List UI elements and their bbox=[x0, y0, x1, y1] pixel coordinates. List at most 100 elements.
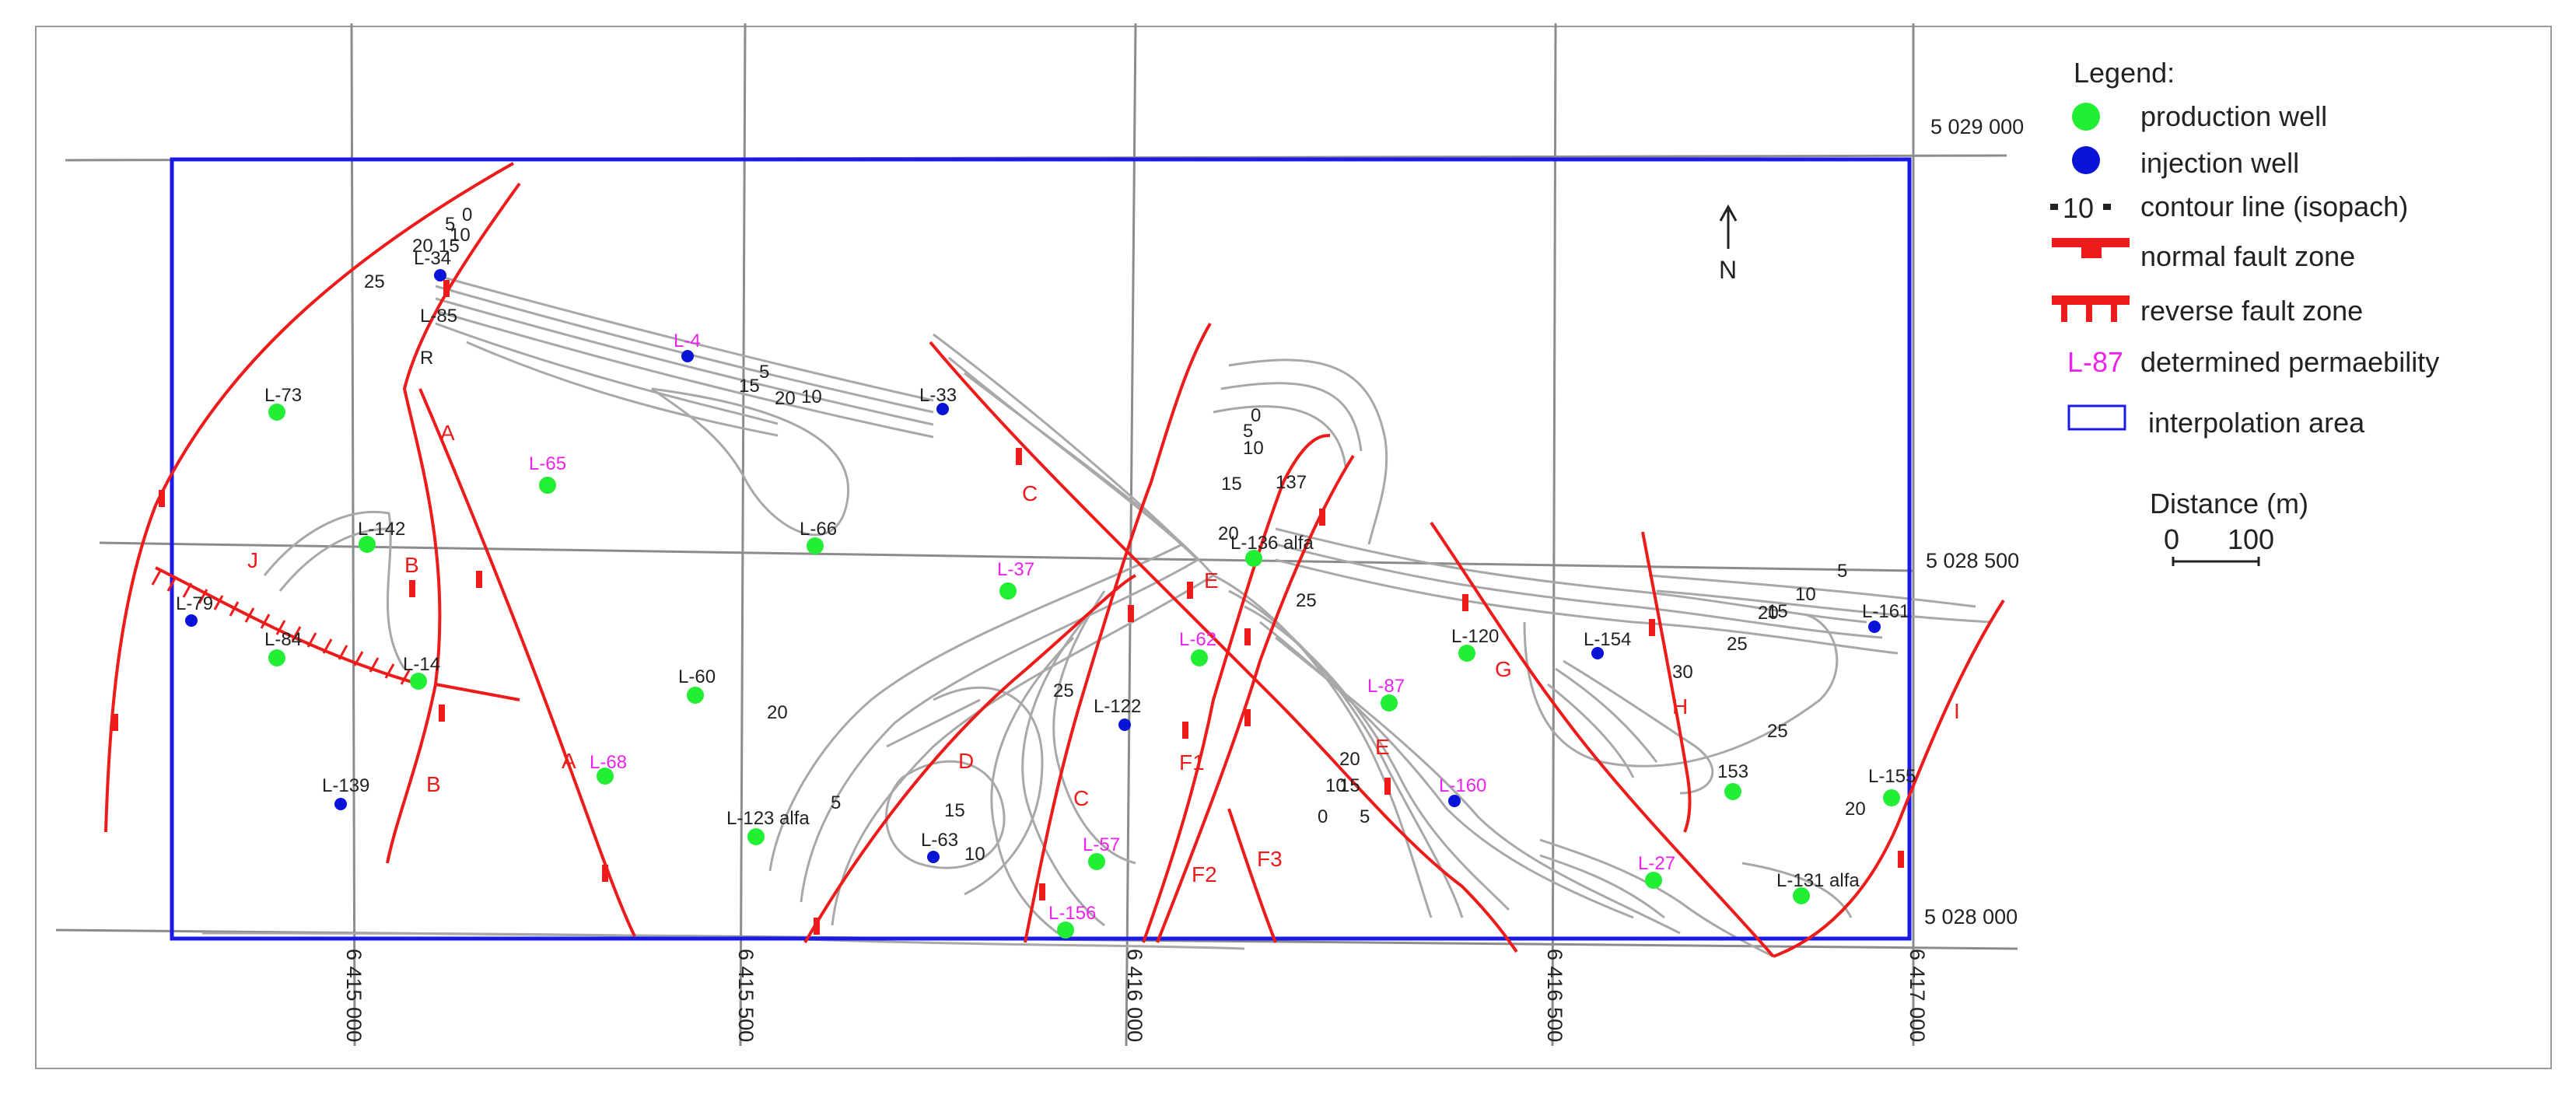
contour-line bbox=[1656, 589, 1992, 624]
well-label: L-154 bbox=[1584, 629, 1631, 650]
contour-label: 20 bbox=[1845, 799, 1866, 820]
contour-line bbox=[1563, 659, 1714, 795]
contour-line bbox=[435, 274, 934, 402]
production-well-marker bbox=[747, 828, 765, 845]
well-label: L-122 bbox=[1094, 696, 1141, 717]
production-well-marker bbox=[1381, 694, 1398, 712]
grid-line-x bbox=[1551, 23, 1557, 1047]
well-label: L-142 bbox=[358, 519, 405, 540]
contour-line bbox=[1213, 405, 1347, 467]
fault-lines bbox=[104, 162, 2005, 958]
fault-tooth bbox=[151, 570, 162, 586]
contour-line bbox=[1275, 527, 1867, 624]
contour-line bbox=[1648, 574, 1976, 608]
injection-well-marker bbox=[927, 851, 940, 863]
fault-tick bbox=[814, 918, 820, 935]
fault-tick bbox=[1649, 619, 1655, 636]
contour-label: 25 bbox=[1727, 634, 1748, 655]
contour-label: 0 bbox=[1318, 806, 1328, 827]
legend-fault-tooth bbox=[2086, 305, 2092, 322]
contour-line bbox=[1228, 358, 1388, 545]
contour-line bbox=[435, 322, 779, 425]
production-well-marker bbox=[1191, 649, 1208, 666]
fault-tooth bbox=[213, 595, 224, 610]
well-label: L-66 bbox=[800, 519, 837, 540]
well-label: L-84 bbox=[264, 629, 302, 650]
well-l-85: L-85 bbox=[420, 306, 457, 327]
well-l-142: L-142 bbox=[358, 519, 405, 553]
well-l-155: L-155 bbox=[1868, 766, 1916, 806]
contour-label: R bbox=[420, 348, 433, 369]
well-l-123-alfa: L-123 alfa bbox=[726, 808, 810, 845]
contour-label: 5 bbox=[759, 362, 769, 383]
fault-label: I bbox=[1954, 699, 1960, 723]
fault-tick bbox=[1319, 509, 1325, 526]
contour-line bbox=[831, 372, 1216, 926]
well-l-14: L-14 bbox=[403, 654, 440, 690]
contour-line bbox=[435, 309, 934, 439]
fault-tooth bbox=[275, 620, 286, 635]
contour-label: 15 bbox=[739, 376, 760, 397]
fault-line bbox=[1641, 531, 1692, 833]
fault-label: F1 bbox=[1179, 750, 1205, 775]
injection-well-marker bbox=[334, 798, 347, 810]
legend-normal-fault-symbol bbox=[2052, 238, 2130, 258]
contour-label: 0 bbox=[462, 205, 472, 226]
well-label: L-156 bbox=[1048, 903, 1096, 924]
production-well-marker bbox=[268, 649, 285, 666]
contour-line bbox=[1052, 590, 1136, 865]
fault-label: G bbox=[1495, 657, 1512, 681]
grid-line-x bbox=[1125, 23, 1137, 1047]
production-well-marker bbox=[1793, 887, 1810, 904]
production-well-marker bbox=[1724, 783, 1741, 800]
contour-line bbox=[1220, 382, 1363, 452]
fault-tick bbox=[1244, 628, 1251, 645]
contour-label: 25 bbox=[364, 271, 385, 292]
well-l-66: L-66 bbox=[800, 519, 837, 554]
well-label: L-14 bbox=[403, 654, 440, 675]
contour-line bbox=[435, 297, 934, 426]
well-l-87: L-87 bbox=[1367, 676, 1405, 712]
north-arrow: N bbox=[1719, 204, 1738, 284]
well-label: L-79 bbox=[176, 593, 213, 614]
contour-label: 20 bbox=[767, 702, 788, 723]
well-label: L-160 bbox=[1439, 775, 1486, 796]
production-well-marker bbox=[807, 537, 824, 554]
fault-label: D bbox=[958, 749, 974, 773]
fault-line bbox=[1142, 434, 1331, 943]
injection-well-marker bbox=[434, 269, 446, 281]
injection-well-marker bbox=[681, 350, 694, 362]
fault-tooth bbox=[353, 651, 364, 666]
fault-tick bbox=[1187, 582, 1193, 599]
contour-label: 5 bbox=[445, 214, 455, 235]
fault-tick bbox=[159, 490, 165, 507]
contour-line bbox=[1213, 574, 1433, 918]
well-153: 153 bbox=[1717, 761, 1748, 800]
fault-line bbox=[803, 574, 1136, 944]
production-well-marker bbox=[1883, 789, 1900, 806]
fault-line bbox=[1773, 599, 2005, 958]
fault-tooth bbox=[229, 601, 240, 617]
well-label: L-131 alfa bbox=[1776, 870, 1860, 891]
injection-well-marker bbox=[185, 614, 198, 627]
well-label: L-85 bbox=[420, 306, 457, 327]
well-l-60: L-60 bbox=[678, 666, 716, 704]
well-label: L-4 bbox=[674, 330, 701, 351]
contour-label: 25 bbox=[1296, 590, 1317, 611]
contour-label: 10 bbox=[1243, 438, 1264, 459]
contour-label: 5 bbox=[1243, 421, 1253, 442]
fault-tick bbox=[1182, 722, 1188, 739]
well-l-161: L-161 bbox=[1862, 601, 1909, 633]
reverse-fault-teeth bbox=[151, 570, 411, 685]
fault-line bbox=[155, 566, 421, 686]
contour-label: 5 bbox=[831, 792, 841, 813]
well-l-156: L-156 bbox=[1048, 903, 1096, 939]
coord-label-y: 5 028 500 bbox=[1926, 549, 2019, 572]
legend-permeability-glyph: L-87 bbox=[2067, 346, 2123, 378]
well-l-68: L-68 bbox=[590, 752, 627, 785]
fault-label: A bbox=[440, 421, 455, 445]
contour-label: 15 bbox=[1767, 601, 1788, 622]
contour-label: 20 bbox=[1339, 749, 1360, 770]
map-frame bbox=[35, 26, 2552, 1069]
well-l-79: L-79 bbox=[176, 593, 213, 627]
